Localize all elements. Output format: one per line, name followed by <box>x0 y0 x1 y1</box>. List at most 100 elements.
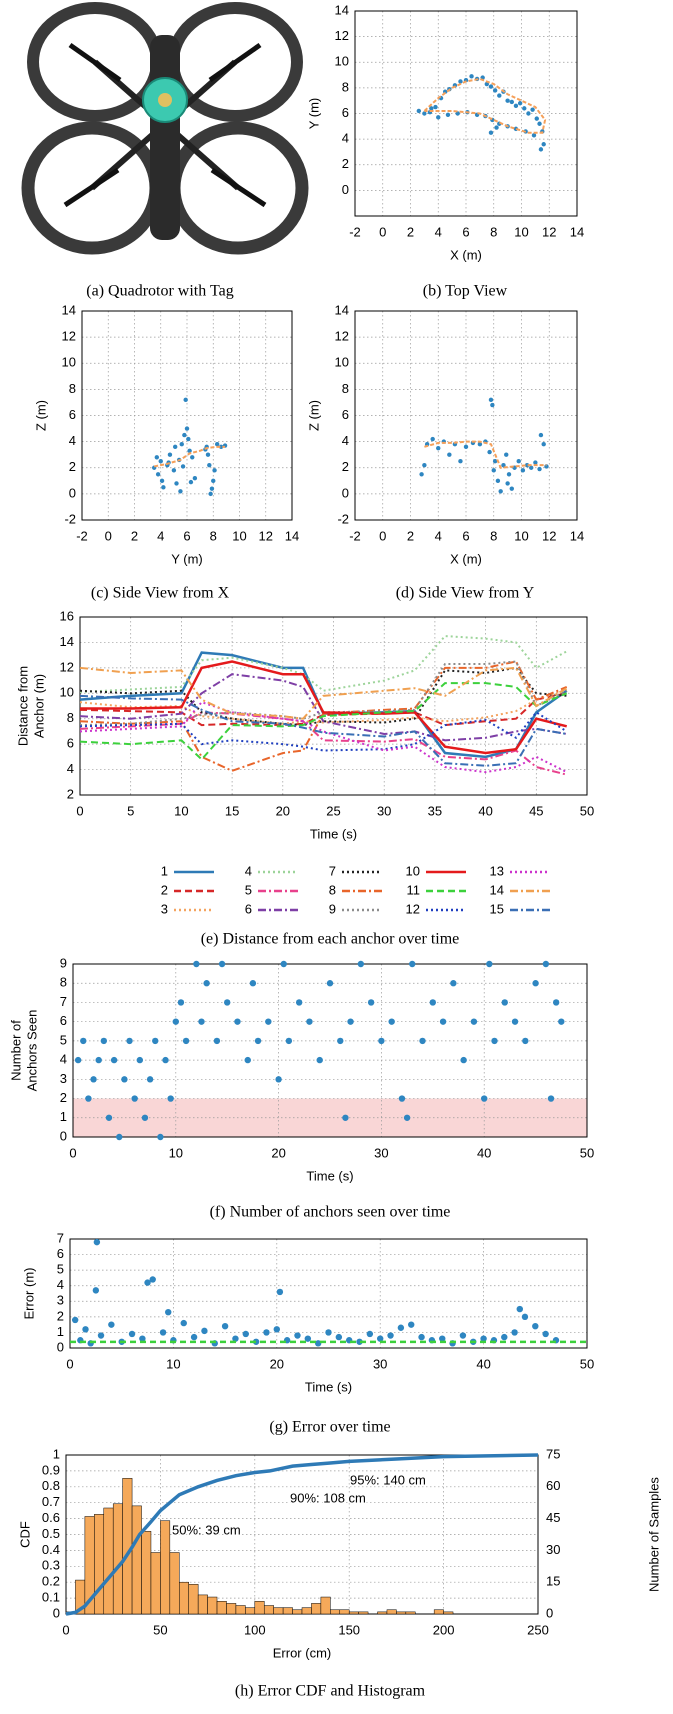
y-tick-label: 3 <box>57 1293 64 1308</box>
point <box>100 1037 108 1045</box>
histogram-bar <box>94 1514 105 1615</box>
x-tick-label: 4 <box>435 224 442 239</box>
histogram-bar <box>320 1596 331 1615</box>
histogram-bar <box>301 1607 312 1615</box>
histogram-bar <box>112 1503 123 1615</box>
point <box>265 1018 272 1025</box>
x-tick-label: 8 <box>210 528 217 543</box>
histogram-bar <box>292 1609 303 1615</box>
body <box>150 35 180 240</box>
point <box>455 111 460 116</box>
y-tick-label: 14 <box>335 302 349 317</box>
histogram-bar <box>160 1520 171 1615</box>
point <box>179 442 184 447</box>
point <box>337 1037 344 1045</box>
point <box>167 452 173 457</box>
point <box>433 104 438 110</box>
ground-truth-line <box>423 77 547 134</box>
point <box>171 468 177 473</box>
x-tick-label: 50 <box>153 1622 167 1637</box>
y-tick-label: 0 <box>60 1128 67 1143</box>
y-tick-label: 6 <box>342 105 349 120</box>
point <box>184 426 190 431</box>
point <box>490 402 495 408</box>
legend-label: 1 <box>161 863 168 878</box>
histogram-bar <box>443 1611 454 1615</box>
x-tick-label: 50 <box>580 803 594 818</box>
point <box>430 436 435 442</box>
y-tick-label: 14 <box>60 634 74 649</box>
histogram-bar <box>235 1605 246 1615</box>
y-tick-label: 6 <box>60 1013 67 1028</box>
legend-label: 11 <box>407 882 421 897</box>
legend-label: 6 <box>245 901 252 916</box>
point <box>494 125 499 130</box>
y-axis-label: Y (m) <box>306 98 321 130</box>
y-axis-label: Distance from <box>15 666 30 746</box>
y-tick-label: 0 <box>69 485 76 500</box>
point <box>509 486 514 491</box>
point <box>90 1076 97 1083</box>
histogram-bar <box>216 1601 227 1615</box>
y2-tick-label: 15 <box>546 1574 560 1589</box>
x-tick-label: 10 <box>174 803 188 818</box>
histogram-bar <box>405 1611 416 1615</box>
point <box>498 489 503 494</box>
histogram-bar <box>197 1594 208 1615</box>
histogram-bar <box>433 1609 444 1615</box>
y-tick-label: 2 <box>342 459 349 474</box>
y-tick-label: -2 <box>337 511 349 526</box>
x-tick-label: -2 <box>76 528 88 543</box>
point <box>463 444 469 450</box>
point <box>93 1238 101 1246</box>
point <box>538 432 544 438</box>
point <box>149 1276 156 1283</box>
x-tick-label: 12 <box>542 528 556 543</box>
series-line <box>79 660 568 772</box>
y2-axis-label: Number of Samples <box>646 1477 661 1592</box>
point <box>162 1056 169 1064</box>
point <box>139 1335 146 1342</box>
point <box>497 93 502 98</box>
propeller <box>210 167 267 208</box>
point <box>116 1133 123 1141</box>
point <box>172 1018 179 1025</box>
point <box>491 468 496 473</box>
point <box>491 1037 498 1045</box>
point <box>388 1018 395 1025</box>
annotation: 50%: 39 cm <box>172 1522 241 1537</box>
y-tick-label: 14 <box>335 2 349 17</box>
histogram-bar <box>282 1607 293 1615</box>
point <box>152 1037 159 1045</box>
x-tick-label: 20 <box>271 1145 285 1160</box>
x-tick-label: 10 <box>166 1356 180 1371</box>
x-tick-label: 40 <box>477 1145 491 1160</box>
y-tick-label: 8 <box>342 381 349 396</box>
y-axis-label: Anchors Seen <box>24 1010 39 1092</box>
point <box>542 1330 549 1338</box>
x-tick-label: 2 <box>131 528 138 543</box>
x-tick-label: 40 <box>478 803 492 818</box>
point <box>439 1018 447 1025</box>
point <box>295 999 303 1006</box>
x-axis-label: Time (s) <box>306 1168 353 1183</box>
point <box>136 1056 144 1064</box>
histogram-bar <box>348 1611 359 1615</box>
x-tick-label: 8 <box>490 224 497 239</box>
histogram-bar <box>169 1552 180 1615</box>
series-line <box>79 651 568 759</box>
point <box>387 1332 394 1339</box>
series-line <box>79 688 568 725</box>
point <box>205 452 211 457</box>
y-axis-label: Anchor (m) <box>31 674 46 738</box>
x-axis-label: X (m) <box>450 551 482 566</box>
y-tick-label: 6 <box>69 407 76 422</box>
x-tick-label: 5 <box>127 803 134 818</box>
point <box>193 960 200 968</box>
x-tick-label: 50 <box>580 1145 594 1160</box>
histogram-bar <box>396 1611 407 1615</box>
point <box>488 84 494 89</box>
y-tick-label: 2 <box>57 1308 64 1323</box>
point <box>531 133 537 138</box>
x-tick-label: 0 <box>379 528 386 543</box>
